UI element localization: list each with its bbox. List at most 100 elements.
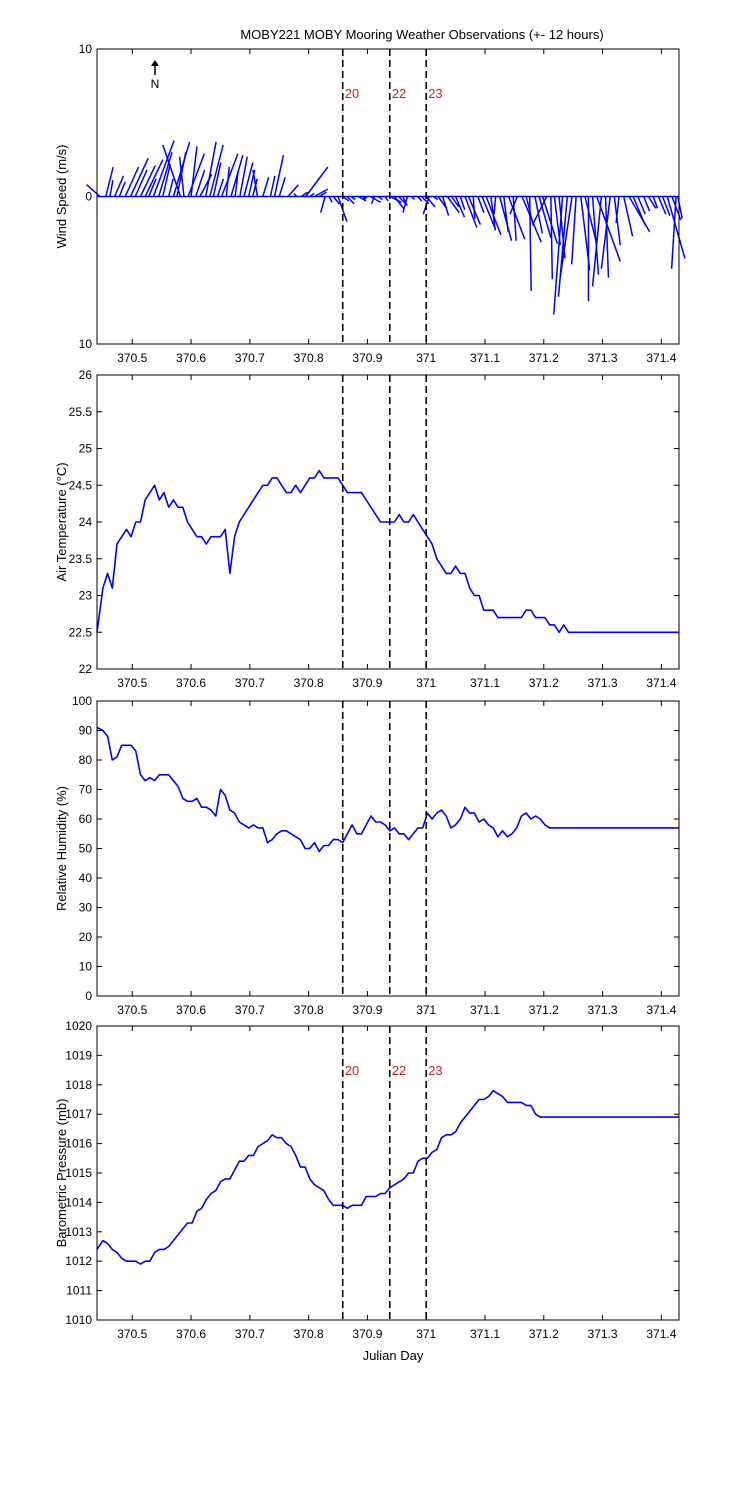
north-arrow-head — [151, 60, 159, 66]
wind-stick — [362, 195, 368, 201]
wind-stick — [118, 181, 126, 197]
x-tick-label: 371.4 — [646, 351, 676, 365]
wind-stick — [410, 195, 415, 200]
wind-stick — [493, 196, 497, 215]
x-tick-label: 371.3 — [588, 1003, 618, 1017]
panel-2: 370.5 370.6 370.7 370.8 370.9 371 371.1 371.2 37… — [54, 368, 680, 690]
wind-stick — [570, 196, 577, 265]
wind-stick — [205, 141, 217, 197]
x-axis-label: Julian Day — [363, 1348, 424, 1363]
wind-stick — [670, 196, 677, 269]
wind-stick — [393, 196, 404, 209]
wind-stick — [162, 144, 182, 197]
wind-stick — [584, 196, 598, 244]
x-tick-label: 371.3 — [588, 351, 618, 365]
x-tick-label: 370.9 — [352, 351, 382, 365]
y-tick-label: 22.5 — [69, 625, 93, 639]
wind-stick — [534, 196, 544, 234]
figure-title: MOBY221 MOBY Mooring Weather Observation… — [240, 27, 603, 42]
event-label-23: 23 — [428, 1063, 442, 1078]
wind-stick — [389, 195, 402, 204]
wind-stick — [441, 196, 450, 216]
wind-stick — [532, 196, 548, 224]
wind-stick — [591, 196, 600, 275]
y-tick-label: 24.5 — [69, 478, 93, 492]
x-tick-label: 370.7 — [235, 1327, 265, 1341]
x-tick-label: 371.1 — [470, 1327, 500, 1341]
north-label: N — [151, 77, 160, 91]
y-tick-label: 1016 — [65, 1137, 92, 1151]
wind-stick — [220, 153, 239, 197]
series-line — [96, 1089, 679, 1265]
wind-stick — [139, 165, 156, 197]
y-tick-label: 1012 — [65, 1254, 92, 1268]
wind-stick — [301, 191, 308, 198]
wind-stick — [472, 196, 476, 219]
y-tick-label: 24 — [79, 515, 93, 529]
wind-stick — [162, 163, 171, 197]
plot-frame — [96, 1025, 680, 1321]
wind-stick — [178, 156, 185, 197]
x-tick-label: 371 — [416, 351, 436, 365]
y-tick-label: 1019 — [65, 1048, 92, 1062]
x-tick-label: 370.5 — [117, 1003, 147, 1017]
wind-stick — [553, 196, 564, 315]
wind-stick — [113, 175, 125, 197]
y-tick-label: 30 — [79, 901, 93, 915]
wind-stick — [278, 177, 286, 197]
wind-stick — [212, 162, 222, 197]
y-tick-label: 10 — [79, 337, 93, 351]
wind-stick — [454, 196, 466, 218]
x-tick-label: 371.2 — [529, 676, 559, 690]
panel-3: 370.5 370.6 370.7 370.8 370.9 371 371.1 371.2 37… — [54, 694, 680, 1017]
wind-stick — [262, 177, 270, 197]
x-tick-label: 370.8 — [294, 351, 324, 365]
wind-stick — [481, 196, 497, 230]
x-tick-label: 370.7 — [235, 351, 265, 365]
wind-stick — [305, 166, 329, 197]
wind-stick — [269, 175, 276, 197]
wind-stick — [152, 140, 175, 197]
y-tick-label: 25.5 — [69, 405, 93, 419]
x-tick-label: 370.9 — [352, 676, 382, 690]
wind-stick — [613, 196, 621, 246]
wind-stick — [293, 193, 298, 198]
wind-stick — [661, 196, 671, 216]
wind-stick — [319, 196, 326, 213]
wind-stick — [195, 169, 206, 197]
wind-stick — [528, 196, 532, 291]
wind-stick — [158, 152, 173, 197]
wind-stick — [538, 196, 552, 239]
wind-stick — [384, 196, 389, 202]
wind-stick — [369, 195, 382, 204]
wind-stick — [287, 184, 299, 197]
y-tick-label: 10 — [79, 42, 93, 56]
wind-stick — [350, 195, 356, 201]
wind-stick — [105, 166, 114, 197]
wind-stick — [187, 153, 206, 197]
wind-stick — [309, 192, 315, 198]
wind-stick — [559, 196, 573, 278]
x-tick-label: 370.5 — [117, 676, 147, 690]
wind-stick — [134, 169, 148, 197]
wind-stick — [377, 195, 383, 201]
x-tick-label: 371.2 — [529, 1327, 559, 1341]
y-tick-label: 1013 — [65, 1225, 92, 1239]
wind-stick — [643, 196, 651, 212]
wind-stick — [273, 155, 285, 197]
wind-stick — [216, 178, 225, 197]
event-label-20: 20 — [345, 86, 359, 101]
event-label-23: 23 — [428, 86, 442, 101]
y-tick-label: 1018 — [65, 1078, 92, 1092]
wind-stick — [666, 196, 686, 259]
y-tick-label: 80 — [79, 753, 93, 767]
x-tick-label: 371.3 — [588, 676, 618, 690]
x-tick-label: 371.1 — [470, 1003, 500, 1017]
y-tick-label: 40 — [79, 871, 93, 885]
wind-stick — [109, 180, 114, 197]
x-tick-label: 371.1 — [470, 351, 500, 365]
y-tick-label: 26 — [79, 368, 93, 382]
x-tick-label: 370.7 — [235, 1003, 265, 1017]
wind-stick — [243, 162, 254, 197]
